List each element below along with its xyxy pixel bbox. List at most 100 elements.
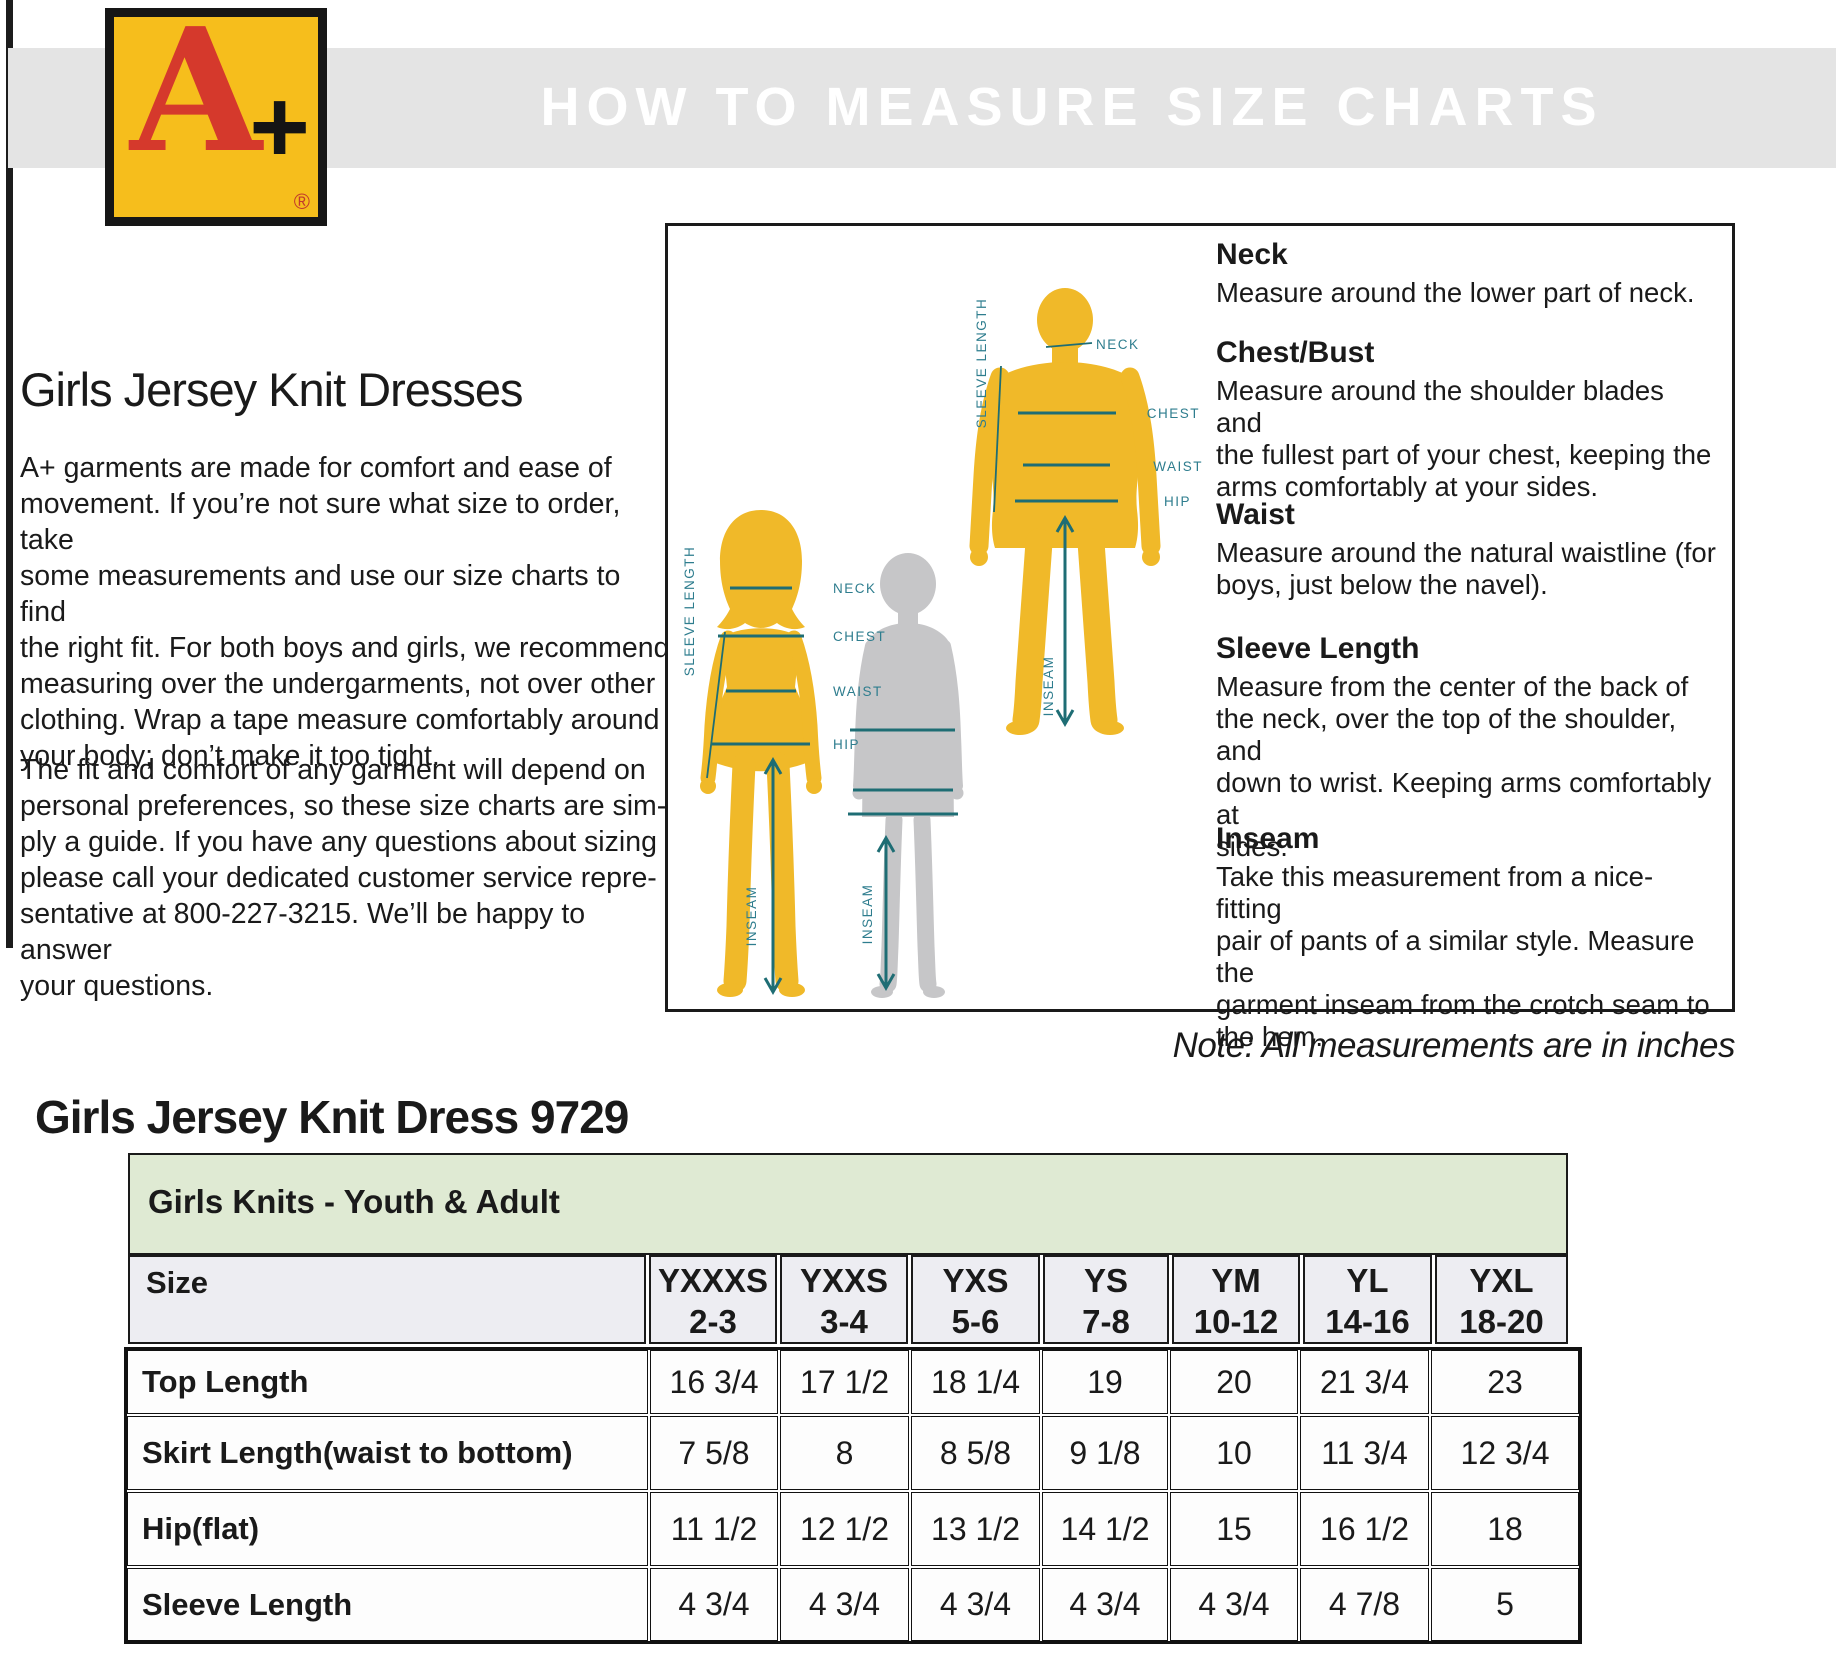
child-silhouette	[852, 553, 964, 998]
instruction-sleeve-length: Sleeve Length Measure from the center of…	[1216, 632, 1716, 863]
cell-sleeve-yxl: 5	[1431, 1568, 1579, 1641]
cell-skirt-length-yxs: 8 5/8	[911, 1416, 1040, 1490]
instruction-neck: Neck Measure around the lower part of ne…	[1216, 238, 1716, 309]
instruction-neck-body: Measure around the lower part of neck.	[1216, 277, 1695, 308]
man-inseam-label: INSEAM	[1041, 656, 1056, 717]
logo-letter-a: A	[130, 0, 262, 191]
cell-skirt-length-yxxxs: 7 5/8	[650, 1416, 778, 1490]
banner-title: HOW TO MEASURE SIZE CHARTS	[540, 77, 1604, 137]
intro-heading: Girls Jersey Knit Dresses	[20, 363, 524, 416]
instruction-waist-body: Measure around the natural waistline (fo…	[1216, 537, 1716, 600]
cell-top-length-yxl: 23	[1431, 1350, 1579, 1414]
cell-skirt-length-ym: 10	[1170, 1416, 1298, 1490]
column-header-ym: YM 10-12	[1172, 1255, 1300, 1344]
woman-sleeve-length-label: SLEEVE LENGTH	[682, 546, 697, 677]
measurements-note: Note: All measurements are in inches	[1172, 1026, 1736, 1065]
column-header-yxxxs: YXXXS 2-3	[649, 1255, 777, 1344]
col-range: 18-20	[1459, 1303, 1544, 1340]
column-header-yl: YL 14-16	[1303, 1255, 1432, 1344]
man-hip-label: HIP	[1164, 494, 1191, 509]
cell-top-length-yxxs: 17 1/2	[780, 1350, 909, 1414]
measure-diagram-box: NECK CHEST WAIST HIP SLEEVE LENGTH INSEA…	[665, 223, 1735, 1052]
size-data-grid: Top Length 16 3/4 17 1/2 18 1/4 19 20 21…	[127, 1350, 1579, 1641]
col-range: 5-6	[951, 1303, 1000, 1340]
table-title-band: Girls Knits - Youth & Adult	[128, 1153, 1568, 1255]
size-data-table: Top Length 16 3/4 17 1/2 18 1/4 19 20 21…	[124, 1347, 1582, 1644]
cell-top-length-yxs: 18 1/4	[911, 1350, 1040, 1414]
measurement-labels: NECK CHEST WAIST HIP SLEEVE LENGTH INSEA…	[682, 298, 1203, 947]
col-label: YS	[1083, 1262, 1129, 1299]
col-label: YM	[1211, 1262, 1261, 1299]
column-header-yxs: YXS 5-6	[911, 1255, 1040, 1344]
brand-logo: A + ®	[105, 0, 327, 226]
col-label: YXS	[942, 1262, 1009, 1299]
child-inseam-label: INSEAM	[860, 884, 875, 945]
cell-skirt-length-ys: 9 1/8	[1042, 1416, 1168, 1490]
instruction-inseam-heading: Inseam	[1216, 822, 1320, 855]
col-range: 3-4	[820, 1303, 868, 1340]
col-range: 14-16	[1325, 1303, 1410, 1340]
man-sleeve-length-label: SLEEVE LENGTH	[974, 298, 989, 429]
cell-hip-yxxs: 12 1/2	[780, 1492, 909, 1566]
instruction-waist-heading: Waist	[1216, 498, 1295, 531]
instruction-waist: Waist Measure around the natural waistli…	[1216, 498, 1716, 601]
size-header-cell: Size	[128, 1255, 646, 1344]
row-label-skirt-length: Skirt Length(waist to bottom)	[127, 1416, 648, 1490]
cell-sleeve-ys: 4 3/4	[1042, 1568, 1168, 1641]
column-header-yxl: YXL 18-20	[1435, 1255, 1568, 1344]
instruction-neck-heading: Neck	[1216, 238, 1288, 271]
registered-mark: ®	[293, 189, 310, 214]
cell-sleeve-yxxs: 4 3/4	[780, 1568, 909, 1641]
cell-sleeve-ym: 4 3/4	[1170, 1568, 1298, 1641]
instruction-sleeve-body: Measure from the center of the back of t…	[1216, 671, 1712, 862]
col-label: YXXS	[799, 1262, 889, 1299]
cell-hip-ys: 14 1/2	[1042, 1492, 1168, 1566]
instruction-sleeve-heading: Sleeve Length	[1216, 632, 1420, 665]
man-waist-label: WAIST	[1153, 459, 1203, 474]
column-header-yxxs: YXXS 3-4	[780, 1255, 908, 1344]
instruction-inseam-body: Take this measurement from a nice-fittin…	[1216, 861, 1710, 1052]
col-label: YXXXS	[657, 1262, 769, 1299]
cell-top-length-yl: 21 3/4	[1300, 1350, 1429, 1414]
cell-skirt-length-yl: 11 3/4	[1300, 1416, 1429, 1490]
cell-hip-yxxxs: 11 1/2	[650, 1492, 778, 1566]
row-label-hip-flat: Hip(flat)	[127, 1492, 648, 1566]
col-range: 10-12	[1193, 1303, 1279, 1340]
page-edge-line	[6, 0, 13, 948]
table-header-row: Size YXXXS 2-3 YXXS 3-4 YXS 5-6 YS 7-8 Y…	[128, 1255, 1568, 1344]
intro-paragraph-2: The fit and comfort of any garment will …	[20, 754, 667, 1002]
col-range: 7-8	[1082, 1303, 1130, 1340]
measurement-lines	[706, 342, 1118, 996]
cell-sleeve-yxs: 4 3/4	[911, 1568, 1040, 1641]
woman-silhouette	[700, 510, 822, 997]
cell-skirt-length-yxl: 12 3/4	[1431, 1416, 1579, 1490]
column-header-ys: YS 7-8	[1043, 1255, 1169, 1344]
instruction-chest-bust: Chest/Bust Measure around the shoulder b…	[1216, 336, 1716, 503]
col-label: YL	[1346, 1262, 1389, 1299]
woman-chest-label: CHEST	[833, 629, 886, 644]
col-label: YXL	[1469, 1262, 1534, 1299]
logo-plus-sign: +	[249, 69, 310, 185]
row-label-top-length: Top Length	[127, 1350, 648, 1414]
body-measurement-diagram: NECK CHEST WAIST HIP SLEEVE LENGTH INSEA…	[682, 288, 1203, 998]
cell-hip-yl: 16 1/2	[1300, 1492, 1429, 1566]
instruction-inseam: Inseam Take this measurement from a nice…	[1216, 822, 1716, 1053]
cell-skirt-length-yxxs: 8	[780, 1416, 909, 1490]
intro-paragraph-1: A+ garments are made for comfort and eas…	[20, 452, 670, 772]
cell-top-length-ys: 19	[1042, 1350, 1168, 1414]
instruction-chest-heading: Chest/Bust	[1216, 336, 1375, 369]
woman-hip-label: HIP	[833, 737, 860, 752]
woman-waist-label: WAIST	[833, 684, 883, 699]
cell-hip-yxl: 18	[1431, 1492, 1579, 1566]
size-chart-heading: Girls Jersey Knit Dress 9729	[35, 1091, 629, 1143]
row-label-sleeve-length: Sleeve Length	[127, 1568, 648, 1641]
cell-top-length-ym: 20	[1170, 1350, 1298, 1414]
col-range: 2-3	[689, 1303, 737, 1340]
cell-top-length-yxxxs: 16 3/4	[650, 1350, 778, 1414]
woman-neck-label: NECK	[833, 581, 877, 596]
woman-inseam-label: INSEAM	[744, 886, 759, 947]
man-neck-label: NECK	[1096, 337, 1140, 352]
cell-sleeve-yl: 4 7/8	[1300, 1568, 1429, 1641]
table-title: Girls Knits - Youth & Adult	[148, 1183, 560, 1220]
